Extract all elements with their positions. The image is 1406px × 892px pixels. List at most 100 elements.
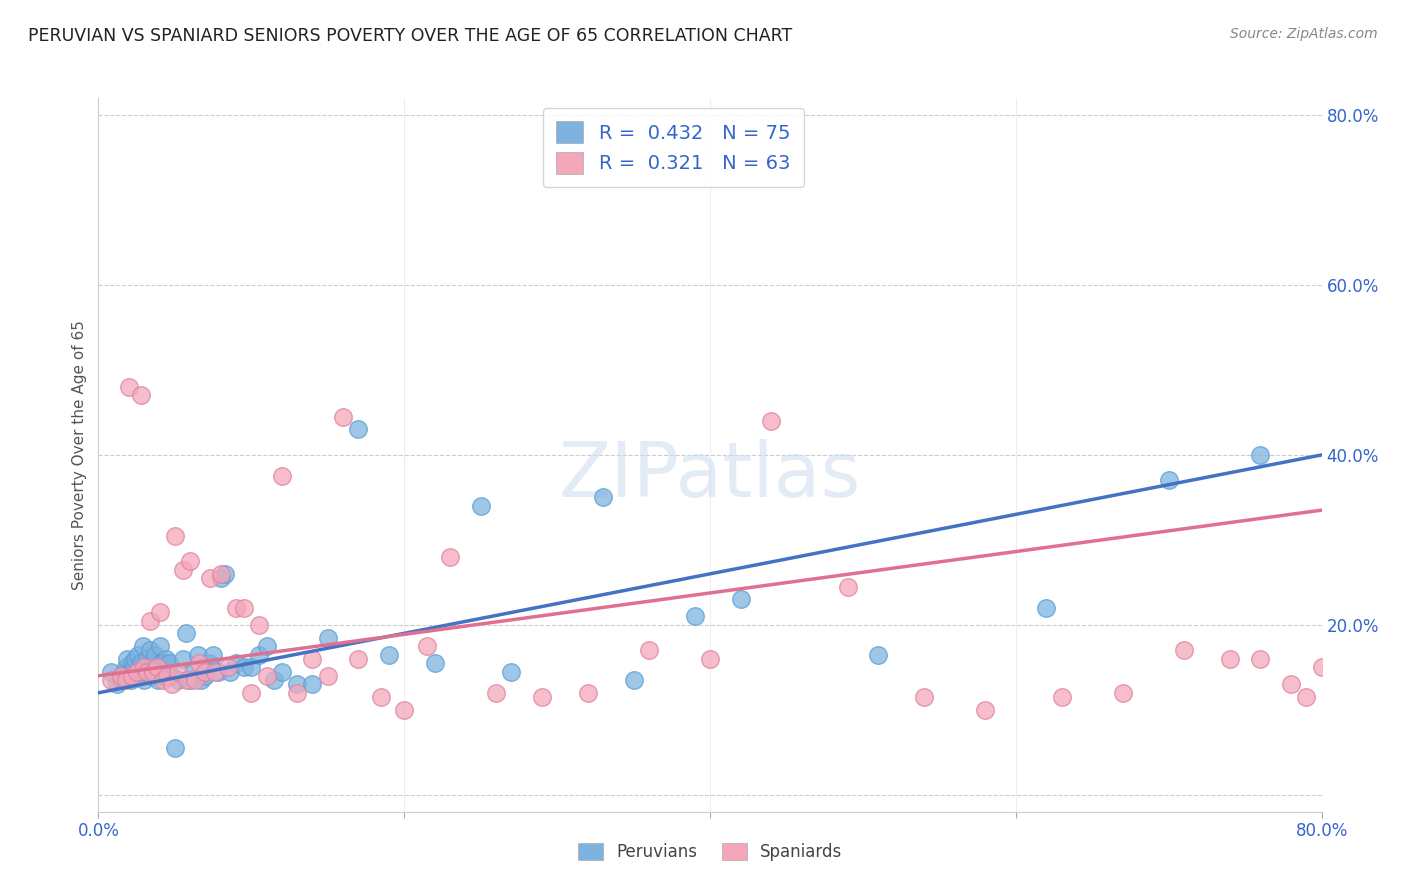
Point xyxy=(198,571,221,585)
Point xyxy=(256,669,278,683)
Point xyxy=(160,669,183,683)
Point xyxy=(485,686,508,700)
Point xyxy=(129,388,152,402)
Point xyxy=(155,652,177,666)
Point xyxy=(179,673,201,687)
Point xyxy=(470,499,492,513)
Text: Source: ZipAtlas.com: Source: ZipAtlas.com xyxy=(1230,27,1378,41)
Point xyxy=(699,652,721,666)
Point xyxy=(132,639,155,653)
Point xyxy=(172,652,194,666)
Point xyxy=(1219,652,1241,666)
Point xyxy=(134,673,156,687)
Point xyxy=(194,669,217,683)
Point xyxy=(1050,690,1073,704)
Point xyxy=(730,592,752,607)
Point xyxy=(225,656,247,670)
Point xyxy=(117,652,139,666)
Point xyxy=(204,665,226,679)
Point xyxy=(232,600,254,615)
Point xyxy=(194,665,217,679)
Point xyxy=(152,673,174,687)
Point xyxy=(209,566,232,581)
Point xyxy=(128,660,150,674)
Point xyxy=(1249,652,1271,666)
Point xyxy=(100,665,122,679)
Point xyxy=(122,660,145,674)
Point xyxy=(190,673,212,687)
Point xyxy=(1249,448,1271,462)
Point xyxy=(145,665,167,679)
Point xyxy=(172,563,194,577)
Point xyxy=(141,669,163,683)
Point xyxy=(347,652,370,666)
Point xyxy=(179,554,201,568)
Point xyxy=(1157,474,1180,488)
Point xyxy=(167,665,190,679)
Point xyxy=(347,422,370,436)
Point xyxy=(176,673,198,687)
Point xyxy=(912,690,935,704)
Point xyxy=(530,690,553,704)
Point xyxy=(1326,652,1348,666)
Point xyxy=(163,741,186,756)
Point xyxy=(1310,660,1333,674)
Point xyxy=(219,665,242,679)
Point xyxy=(637,643,661,657)
Point xyxy=(153,656,176,670)
Point xyxy=(202,648,225,662)
Point xyxy=(285,677,308,691)
Point xyxy=(247,648,270,662)
Point xyxy=(759,414,782,428)
Point xyxy=(240,660,263,674)
Point xyxy=(150,656,173,670)
Point xyxy=(263,673,285,687)
Point xyxy=(129,656,152,670)
Point xyxy=(167,673,190,687)
Point xyxy=(256,639,278,653)
Point xyxy=(136,652,159,666)
Point xyxy=(121,656,143,670)
Point xyxy=(188,656,211,670)
Point xyxy=(623,673,645,687)
Point xyxy=(156,669,179,683)
Point xyxy=(316,669,339,683)
Point xyxy=(100,673,122,687)
Point xyxy=(392,703,416,717)
Point xyxy=(110,673,132,687)
Point xyxy=(1357,244,1379,258)
Point xyxy=(105,677,128,691)
Point xyxy=(115,660,138,674)
Point xyxy=(232,660,254,674)
Point xyxy=(1173,643,1195,657)
Point xyxy=(240,686,263,700)
Point xyxy=(138,665,160,679)
Point xyxy=(837,580,859,594)
Point xyxy=(163,528,186,542)
Point xyxy=(1035,600,1057,615)
Point xyxy=(214,566,236,581)
Text: PERUVIAN VS SPANIARD SENIORS POVERTY OVER THE AGE OF 65 CORRELATION CHART: PERUVIAN VS SPANIARD SENIORS POVERTY OVE… xyxy=(28,27,793,45)
Point xyxy=(127,648,149,662)
Point xyxy=(1295,690,1317,704)
Point xyxy=(145,660,167,674)
Point xyxy=(217,660,239,674)
Point xyxy=(149,639,172,653)
Point xyxy=(120,673,142,687)
Point xyxy=(423,656,446,670)
Point xyxy=(111,669,134,683)
Point xyxy=(285,686,308,700)
Point xyxy=(118,380,141,394)
Point xyxy=(174,626,197,640)
Point xyxy=(160,677,183,691)
Point xyxy=(136,665,159,679)
Point xyxy=(301,652,323,666)
Point xyxy=(270,469,292,483)
Point xyxy=(683,609,706,624)
Point xyxy=(197,656,219,670)
Point xyxy=(152,669,174,683)
Point xyxy=(146,673,169,687)
Point xyxy=(142,656,165,670)
Point xyxy=(1279,677,1302,691)
Point xyxy=(157,656,180,670)
